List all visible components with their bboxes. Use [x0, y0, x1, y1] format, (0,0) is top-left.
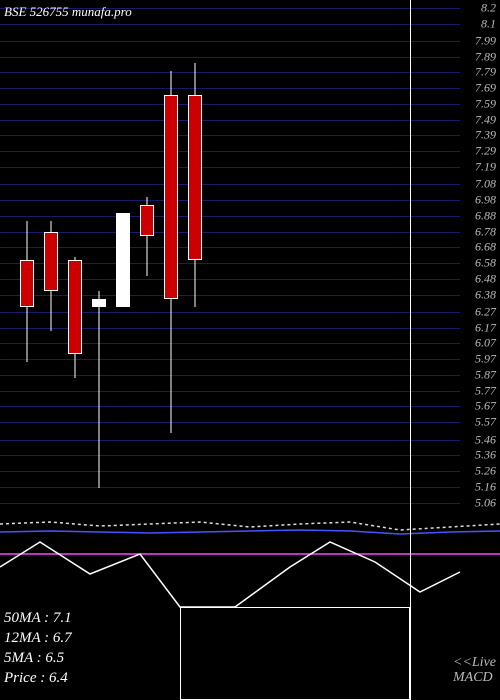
indicator-line	[0, 522, 500, 530]
ma-label: 50MA : 7.1	[4, 610, 72, 627]
ma-label: Price : 6.4	[4, 670, 68, 687]
ma-label: 12MA : 6.7	[4, 630, 72, 647]
live-macd-label: <<Live MACD	[453, 655, 496, 686]
chart-container: BSE 526755 munafa.pro 8.28.17.997.897.79…	[0, 0, 500, 700]
chart-title: BSE 526755 munafa.pro	[4, 4, 132, 20]
indicator-line	[0, 542, 460, 607]
indicator-line	[0, 530, 500, 534]
live-macd-line1: <<Live	[453, 655, 496, 670]
ma-label: 5MA : 6.5	[4, 650, 64, 667]
indicator-lines	[0, 0, 500, 700]
live-macd-line2: MACD	[453, 670, 496, 685]
time-cursor	[410, 0, 411, 700]
